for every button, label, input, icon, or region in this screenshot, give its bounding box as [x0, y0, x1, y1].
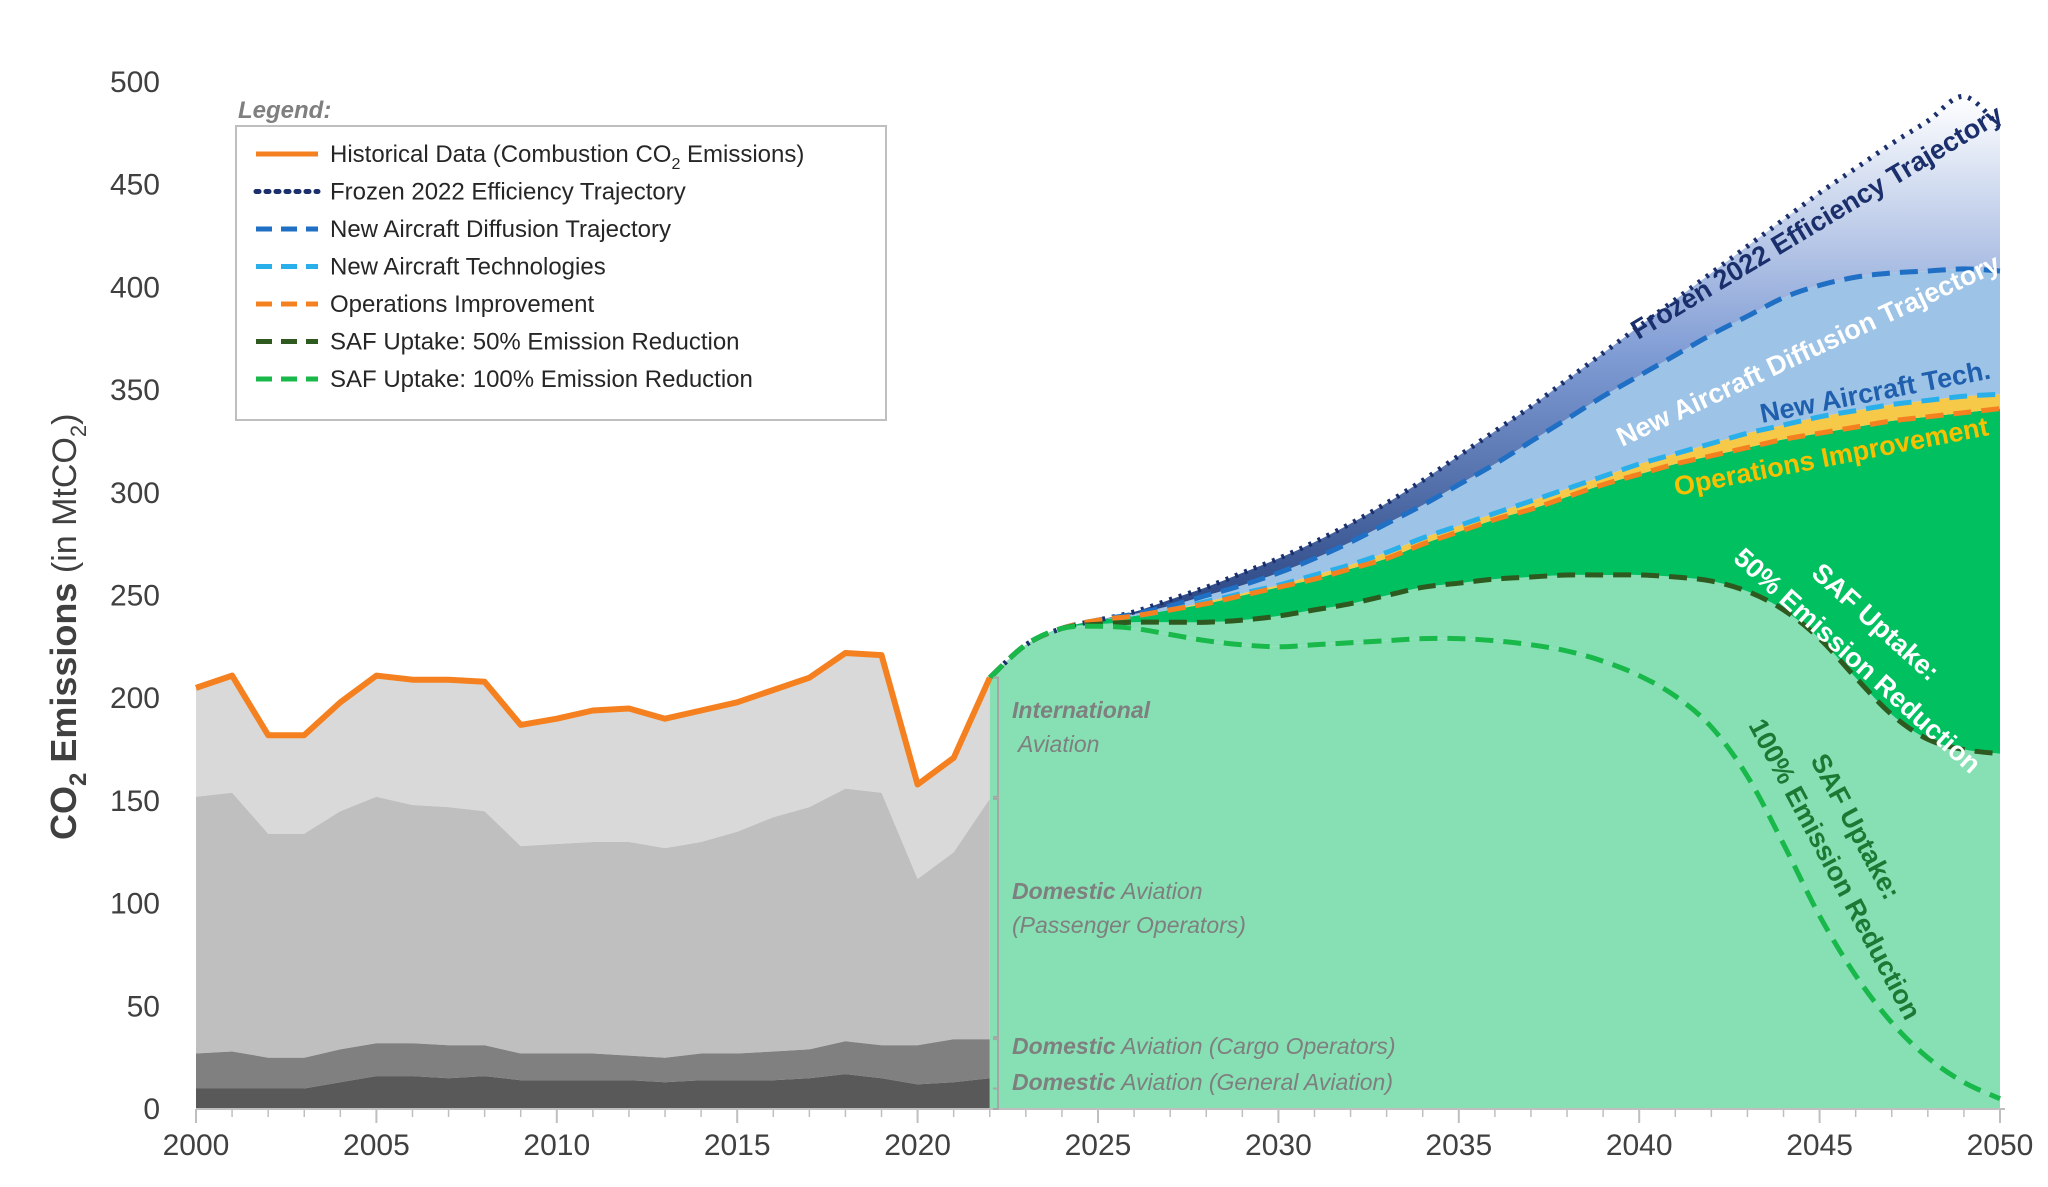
segment-bracket: [993, 1087, 999, 1110]
segment-label-line2: (Passenger Operators): [1012, 912, 1246, 938]
x-tick-label: 2020: [884, 1129, 951, 1162]
legend-label: SAF Uptake: 100% Emission Reduction: [330, 366, 753, 393]
y-tick-label: 450: [110, 169, 160, 202]
segment-bracket: [993, 797, 999, 1039]
x-tick-label: 2000: [163, 1129, 230, 1162]
y-tick-label: 300: [110, 477, 160, 510]
x-tick-label: 2045: [1786, 1129, 1853, 1162]
legend-label: Frozen 2022 Efficiency Trajectory: [330, 179, 686, 206]
axes: 2000 2005 2010 2015 2020 2025 2030 2035 2040 2045…: [110, 66, 2033, 1162]
y-tick-label: 350: [110, 374, 160, 407]
y-tick-label: 400: [110, 271, 160, 304]
legend-label: New Aircraft Technologies: [330, 254, 606, 281]
segment-label: Domestic Aviation (Cargo Operators): [1012, 1033, 1396, 1059]
area-general-aviation: [196, 1074, 990, 1109]
y-tick-label: 250: [110, 580, 160, 613]
segment-bracket: [993, 676, 999, 798]
segment-label: Domestic Aviation (General Aviation): [1012, 1069, 1393, 1095]
line-saf-50: [988, 572, 2001, 757]
area-domestic-passenger: [196, 788, 990, 1058]
area-domestic-cargo: [196, 1039, 990, 1089]
legend-label: Operations Improvement: [330, 291, 594, 318]
area-saf-50: [989, 408, 2000, 754]
y-tick-label: 50: [127, 990, 160, 1023]
line-new-aircraft-diffusion: [988, 266, 2001, 680]
series-lines: [195, 93, 2002, 1101]
svg-text:CO2 Emissions (in MtCO2): CO2 Emissions (in MtCO2): [43, 414, 92, 840]
line-new-aircraft-tech: [988, 391, 2001, 680]
x-tick-label: 2040: [1606, 1129, 1673, 1162]
segment-label: International: [1012, 697, 1151, 723]
y-tick-label: 0: [143, 1093, 160, 1126]
y-tick-label: 200: [110, 682, 160, 715]
y-tick-label: 100: [110, 888, 160, 921]
x-tick-label: 2005: [343, 1129, 410, 1162]
legend-label: SAF Uptake: 50% Emission Reduction: [330, 329, 740, 356]
legend-label: New Aircraft Diffusion Trajectory: [330, 216, 671, 243]
x-tick-label: 2035: [1425, 1129, 1492, 1162]
x-tick-label: 2015: [704, 1129, 771, 1162]
area-international: [196, 653, 990, 879]
segment-label-line2: Aviation: [1016, 731, 1099, 757]
x-tick-label: 2050: [1967, 1129, 2034, 1162]
area-frozen-diffusion: [989, 96, 2000, 678]
segment-label: Domestic Aviation: [1012, 878, 1203, 904]
area-new-aircraft-tech: [989, 268, 2000, 678]
legend: Legend: Historical Data (Combustion CO2 …: [235, 97, 887, 421]
line-operations-improvement: [988, 406, 2001, 680]
x-tick-label: 2030: [1245, 1129, 1312, 1162]
area-saf-100: [989, 626, 2000, 1109]
areas: [196, 96, 2000, 1109]
x-tick-label: 2025: [1065, 1129, 1132, 1162]
x-tick-label: 2010: [523, 1129, 590, 1162]
y-tick-label: 150: [110, 785, 160, 818]
legend-title: Legend:: [238, 97, 331, 124]
y-tick-label: 500: [110, 66, 160, 99]
area-saf-100-upper: [989, 574, 2000, 1099]
y-axis-label: CO2 Emissions (in MtCO2): [43, 414, 92, 840]
line-historical: [195, 650, 993, 788]
legend-label: Historical Data (Combustion CO2 Emission…: [330, 141, 804, 173]
